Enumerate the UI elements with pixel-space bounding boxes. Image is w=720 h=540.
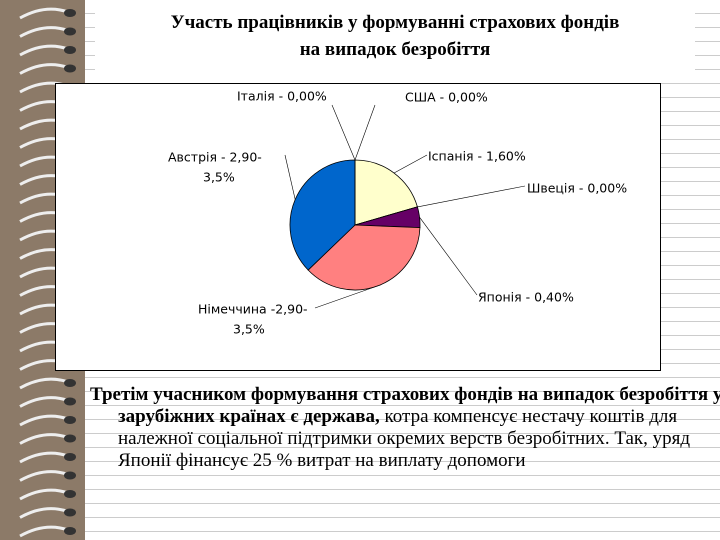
- ring-hole: [64, 416, 76, 424]
- body-text: Третім учасником формування страхових фо…: [90, 384, 720, 472]
- ring: [19, 396, 69, 408]
- ring-hole: [64, 9, 76, 17]
- title-line: Участь працівників у формуванні страхови…: [170, 12, 620, 33]
- pie-slice: [354, 159, 418, 226]
- leader-line: [284, 154, 296, 200]
- pie-slice: [289, 159, 356, 271]
- ring: [19, 63, 69, 75]
- slice-label: Швеція - 0,00%: [527, 181, 627, 196]
- ring-hole: [64, 397, 76, 406]
- leader-line: [393, 154, 428, 174]
- ring: [19, 525, 69, 538]
- ring-hole: [64, 379, 76, 387]
- ring-hole: [64, 490, 76, 498]
- slice-label: Японія - 0,40%: [478, 290, 574, 305]
- slice-label: Австрія - 2,90-: [168, 150, 262, 165]
- leader-line: [314, 285, 379, 309]
- ring-hole: [64, 453, 76, 461]
- ring: [19, 507, 69, 519]
- ring-hole: [64, 527, 76, 535]
- ring-hole: [64, 471, 76, 480]
- leader-line: [331, 104, 356, 161]
- ring: [19, 26, 69, 38]
- ring: [19, 44, 69, 57]
- ring: [19, 414, 69, 427]
- ring: [19, 377, 69, 390]
- ring-hole: [64, 27, 76, 36]
- leader-line: [419, 216, 478, 296]
- slice-label: Іспанія - 1,60%: [428, 149, 526, 164]
- slice-label: США - 0,00%: [405, 90, 488, 105]
- title-line: на випадок безробіття: [299, 39, 491, 60]
- chart: США - 0,00% Іспанія - 1,60% Швеція - 0,00%…: [55, 83, 661, 371]
- ring-hole: [64, 64, 76, 73]
- ring: [19, 433, 69, 445]
- ring: [19, 7, 69, 20]
- leader-line: [417, 185, 526, 208]
- slice-label: Німеччина -2,90-: [198, 302, 308, 317]
- ring-hole: [64, 508, 76, 517]
- body-bold: Третім учасником формування страхових фо…: [90, 384, 720, 427]
- ring: [19, 470, 69, 482]
- slice-label: 3,5%: [233, 322, 265, 337]
- title: Участь працівників у формуванні страхови…: [95, 5, 695, 73]
- slice-label: Італія - 0,00%: [237, 89, 327, 104]
- ring-hole: [64, 46, 76, 54]
- ring: [19, 451, 69, 464]
- ring-hole: [64, 434, 76, 443]
- body-normal: котра компенсує нестачу коштів для належ…: [118, 406, 691, 471]
- leader-line: [354, 104, 376, 161]
- ring: [19, 488, 69, 501]
- slice-label: 3,5%: [203, 170, 235, 185]
